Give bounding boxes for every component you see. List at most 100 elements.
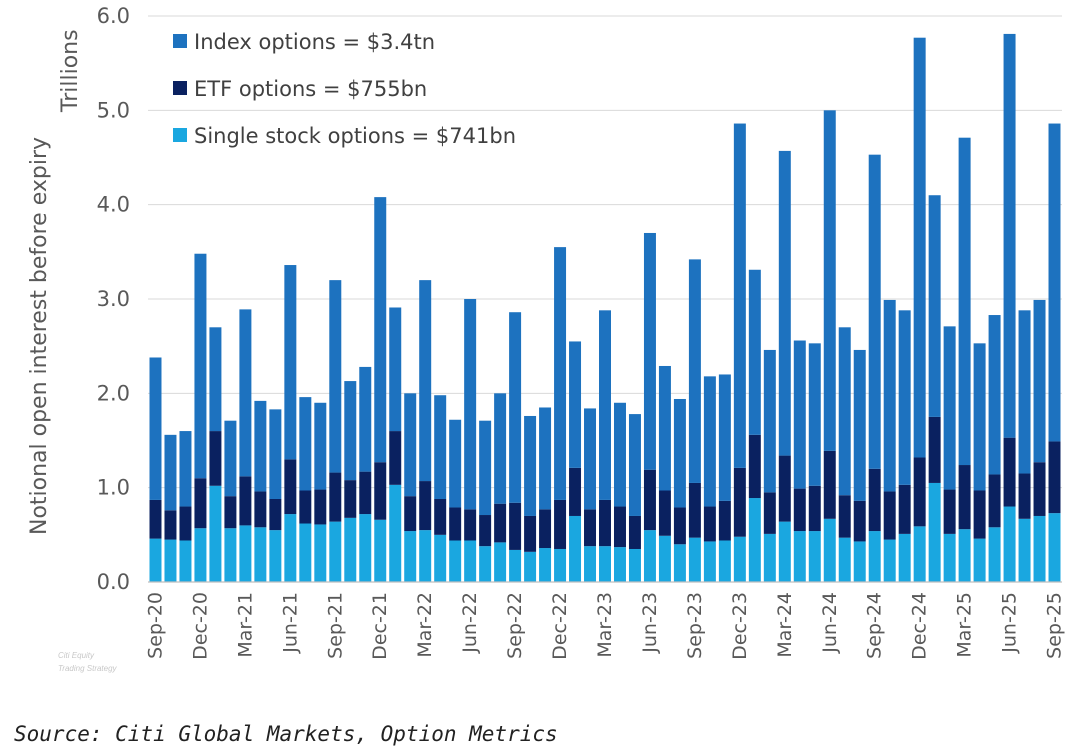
bar-segment-single-stock-Aug-22 xyxy=(494,542,507,582)
bar-segment-etf-Aug-23 xyxy=(673,507,686,545)
bar-segment-index-Jun-22 xyxy=(464,299,477,510)
bar-segment-etf-Jun-22 xyxy=(464,509,477,541)
bar-segment-etf-Jun-25 xyxy=(1003,437,1016,507)
bar-segment-index-May-23 xyxy=(628,414,641,516)
x-tick-label: Sep-22 xyxy=(504,592,526,659)
bar-segment-index-Aug-21 xyxy=(314,402,327,490)
bar-segment-index-Sep-20 xyxy=(149,357,162,500)
bar-segment-etf-May-22 xyxy=(449,507,462,541)
bar-segment-etf-Jul-24 xyxy=(838,495,851,538)
x-tick-label: Jun-23 xyxy=(639,592,661,654)
bar-segment-index-Aug-25 xyxy=(1033,299,1046,463)
bar-segment-etf-Jan-22 xyxy=(389,431,402,485)
bar-segment-etf-Nov-20 xyxy=(179,506,192,541)
x-axis-tick-labels: Sep-20 Dec-20 Mar-21 Jun-21 Sep-21 Dec-21 Mar-… xyxy=(145,592,1066,660)
legend-entry: Index options = $3.4tn xyxy=(194,30,435,54)
legend-swatch xyxy=(173,128,187,142)
bar-segment-index-Jan-25 xyxy=(928,195,941,417)
bar-segment-single-stock-May-23 xyxy=(628,548,641,582)
bar-segment-etf-Feb-24 xyxy=(763,492,776,534)
bar-segment-etf-Jan-21 xyxy=(209,431,222,486)
bar-segment-single-stock-Feb-25 xyxy=(943,533,956,582)
x-tick-label: Mar-22 xyxy=(414,592,436,658)
bar-segment-etf-May-23 xyxy=(628,515,641,549)
bar-segment-etf-Aug-25 xyxy=(1033,462,1046,516)
bar-segment-etf-Mar-25 xyxy=(958,465,971,530)
bar-segment-etf-Sep-24 xyxy=(868,468,881,532)
bar-segment-index-Jul-24 xyxy=(838,327,851,496)
bar-segment-etf-Oct-24 xyxy=(883,491,896,540)
bar-segment-index-Jun-21 xyxy=(284,265,297,460)
y-tick-label: 2.0 xyxy=(97,381,130,405)
legend-entry: ETF options = $755bn xyxy=(194,77,427,101)
bar-segment-index-Mar-24 xyxy=(778,150,791,456)
bar-segment-etf-Nov-22 xyxy=(539,509,552,549)
bar-segment-single-stock-Nov-20 xyxy=(179,540,192,582)
bar-segment-etf-Jul-25 xyxy=(1018,473,1031,519)
bar-segment-etf-Mar-21 xyxy=(239,476,252,526)
x-tick-label: Dec-24 xyxy=(909,592,931,660)
y-tick-label: 4.0 xyxy=(97,193,130,217)
bar-segment-etf-Aug-24 xyxy=(853,500,866,542)
bar-segment-etf-Jul-22 xyxy=(479,515,492,547)
bar-segment-etf-May-25 xyxy=(988,474,1001,528)
bar-segment-index-Oct-21 xyxy=(344,381,357,481)
bar-segment-etf-May-24 xyxy=(808,485,821,532)
bar-segment-index-May-24 xyxy=(808,343,821,486)
x-tick-label: Jun-21 xyxy=(279,592,301,654)
y-axis-unit-label: Trillions xyxy=(58,29,83,113)
bar-segment-single-stock-Jul-22 xyxy=(479,546,492,582)
bar-segment-etf-Nov-24 xyxy=(898,484,911,534)
bar-segment-index-Jun-23 xyxy=(643,232,656,470)
bar-segment-index-Dec-23 xyxy=(733,123,746,468)
bar-segment-single-stock-Apr-25 xyxy=(973,538,986,582)
bar-segment-etf-Oct-22 xyxy=(524,515,537,552)
bar-segment-single-stock-Mar-24 xyxy=(778,521,791,582)
bar-segment-single-stock-Dec-22 xyxy=(554,548,567,582)
bar-segment-single-stock-Sep-25 xyxy=(1048,513,1061,582)
bar-segment-single-stock-Mar-22 xyxy=(419,530,432,582)
bar-segment-single-stock-Oct-21 xyxy=(344,517,357,582)
bar-segment-index-Mar-25 xyxy=(958,137,971,466)
watermark-line-1: Citi Equity xyxy=(58,651,95,660)
bar-segment-single-stock-Jul-24 xyxy=(838,537,851,582)
x-tick-label: Dec-21 xyxy=(369,592,391,660)
bar-segment-etf-Jun-21 xyxy=(284,459,297,515)
bar-segment-index-Feb-25 xyxy=(943,326,956,490)
bar-segment-single-stock-Nov-22 xyxy=(539,548,552,582)
bar-segment-single-stock-Oct-23 xyxy=(703,541,716,582)
bar-segment-single-stock-Nov-24 xyxy=(898,533,911,582)
bar-segment-index-Oct-24 xyxy=(883,299,896,492)
bar-segment-index-Aug-24 xyxy=(853,349,866,501)
bar-segment-index-Sep-24 xyxy=(868,154,881,469)
bar-segment-etf-Apr-21 xyxy=(254,491,267,528)
bar-segment-index-Jan-21 xyxy=(209,327,222,432)
bar-segment-index-Jun-25 xyxy=(1003,33,1016,438)
x-tick-label: Dec-20 xyxy=(189,592,211,660)
bar-segment-single-stock-Sep-23 xyxy=(688,537,701,582)
bar-segment-single-stock-Jan-22 xyxy=(389,484,402,582)
bar-segment-etf-Jul-23 xyxy=(658,490,671,536)
bar-segment-index-Nov-24 xyxy=(898,310,911,485)
bar-segment-etf-Dec-23 xyxy=(733,467,746,537)
bar-segment-single-stock-Oct-20 xyxy=(164,539,177,582)
bar-segment-single-stock-Aug-25 xyxy=(1033,515,1046,582)
bar-segment-single-stock-Jan-21 xyxy=(209,485,222,582)
bar-segment-single-stock-Jul-23 xyxy=(658,535,671,582)
bar-segment-single-stock-Jun-22 xyxy=(464,540,477,582)
bar-segment-index-Apr-24 xyxy=(793,340,806,489)
bar-segment-single-stock-Sep-20 xyxy=(149,538,162,582)
bar-segment-etf-May-21 xyxy=(269,498,282,531)
bar-segment-index-Jul-25 xyxy=(1018,310,1031,474)
bar-segment-single-stock-Apr-23 xyxy=(613,547,626,582)
bar-segment-etf-Oct-20 xyxy=(164,510,177,540)
bar-segment-single-stock-Mar-25 xyxy=(958,529,971,582)
y-axis-tick-labels: 0.0 1.0 2.0 3.0 4.0 5.0 6.0 xyxy=(97,4,130,594)
y-tick-label: 0.0 xyxy=(97,570,130,594)
bar-segment-etf-Dec-20 xyxy=(194,478,207,529)
x-tick-label: Sep-24 xyxy=(864,592,886,659)
bar-segment-single-stock-Jan-23 xyxy=(569,515,582,582)
bar-segment-index-Nov-23 xyxy=(718,374,731,501)
bar-segment-single-stock-Feb-21 xyxy=(224,528,237,582)
bar-segment-single-stock-Dec-23 xyxy=(733,536,746,582)
